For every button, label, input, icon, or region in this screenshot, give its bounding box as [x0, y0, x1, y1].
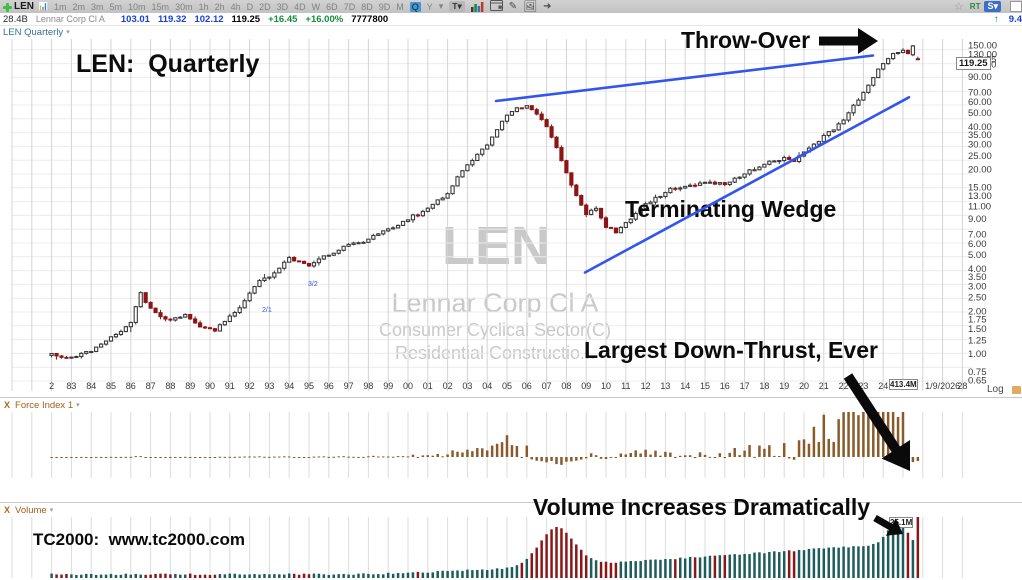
svg-text:3/2: 3/2 [308, 281, 318, 288]
svg-text:2/1: 2/1 [262, 307, 272, 314]
